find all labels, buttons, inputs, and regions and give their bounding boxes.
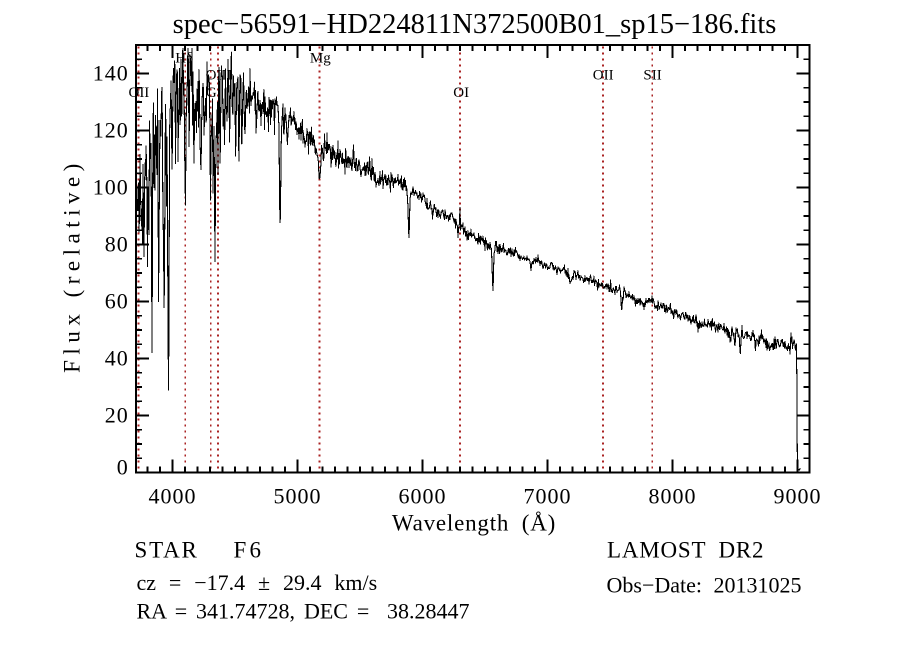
svg-text:9000: 9000: [774, 484, 822, 509]
svg-text:60: 60: [105, 289, 129, 314]
svg-text:cz = −17.4 ± 29.4 km/s: cz = −17.4 ± 29.4 km/s: [137, 570, 378, 595]
svg-text:Hδ: Hδ: [175, 51, 193, 67]
svg-text:OIII: OIII: [206, 68, 232, 84]
svg-text:6000: 6000: [399, 484, 447, 509]
svg-text:LAMOST DR2: LAMOST DR2: [607, 538, 764, 563]
svg-text:F6: F6: [234, 538, 265, 563]
svg-text:SII: SII: [643, 68, 661, 84]
svg-text:RA = 341.74728, DEC = 38.2844: RA = 341.74728, DEC = 38.28447: [137, 598, 470, 623]
svg-text:OI: OI: [453, 85, 469, 101]
svg-text:G: G: [206, 85, 217, 101]
svg-text:20: 20: [105, 403, 129, 428]
svg-text:Obs−Date: 20131025: Obs−Date: 20131025: [607, 572, 802, 597]
svg-text:Wavelength (Å): Wavelength (Å): [392, 511, 556, 536]
svg-text:4000: 4000: [149, 484, 197, 509]
svg-text:140: 140: [93, 61, 129, 86]
svg-text:80: 80: [105, 232, 129, 257]
svg-text:Flux (relative): Flux (relative): [60, 158, 85, 373]
svg-text:8000: 8000: [649, 484, 697, 509]
svg-text:spec−56591−HD224811N372500B01_: spec−56591−HD224811N372500B01_sp15−186.f…: [173, 9, 777, 40]
svg-text:OII: OII: [593, 68, 614, 84]
svg-text:OII: OII: [128, 85, 149, 101]
svg-text:STAR: STAR: [135, 538, 199, 563]
svg-text:0: 0: [117, 454, 129, 479]
svg-text:Mg: Mg: [310, 51, 331, 67]
svg-text:5000: 5000: [274, 484, 322, 509]
svg-text:7000: 7000: [524, 484, 572, 509]
svg-text:120: 120: [93, 118, 129, 143]
svg-text:40: 40: [105, 346, 129, 371]
svg-text:100: 100: [93, 175, 129, 200]
